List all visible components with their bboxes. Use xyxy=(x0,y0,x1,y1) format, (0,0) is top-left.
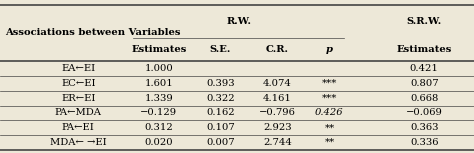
Text: R.W.: R.W. xyxy=(227,17,252,26)
Text: 0.162: 0.162 xyxy=(206,108,235,118)
Text: Estimates: Estimates xyxy=(131,45,186,54)
Text: Estimates: Estimates xyxy=(397,45,452,54)
Text: EA←EI: EA←EI xyxy=(61,64,95,73)
Text: 0.107: 0.107 xyxy=(206,123,235,132)
Text: 0.363: 0.363 xyxy=(410,123,438,132)
Text: Associations between Variables: Associations between Variables xyxy=(5,28,180,37)
Text: 0.668: 0.668 xyxy=(410,94,438,103)
Text: EC←EI: EC←EI xyxy=(61,79,95,88)
Text: **: ** xyxy=(324,138,335,147)
Text: 1.601: 1.601 xyxy=(145,79,173,88)
Text: ***: *** xyxy=(322,94,337,103)
Text: −0.796: −0.796 xyxy=(259,108,296,118)
Text: 0.336: 0.336 xyxy=(410,138,438,147)
Text: S.E.: S.E. xyxy=(210,45,231,54)
Text: 0.322: 0.322 xyxy=(206,94,235,103)
Text: p: p xyxy=(326,45,333,54)
Text: 0.426: 0.426 xyxy=(315,108,344,118)
Text: 4.074: 4.074 xyxy=(263,79,292,88)
Text: PA←MDA: PA←MDA xyxy=(55,108,102,118)
Text: 1.000: 1.000 xyxy=(145,64,173,73)
Text: −0.069: −0.069 xyxy=(406,108,443,118)
Text: **: ** xyxy=(324,123,335,132)
Text: 0.807: 0.807 xyxy=(410,79,438,88)
Text: 0.020: 0.020 xyxy=(145,138,173,147)
Text: 0.007: 0.007 xyxy=(206,138,235,147)
Text: ***: *** xyxy=(322,79,337,88)
Text: 4.161: 4.161 xyxy=(263,94,292,103)
Text: 1.339: 1.339 xyxy=(145,94,173,103)
Text: −0.129: −0.129 xyxy=(140,108,177,118)
Text: 0.312: 0.312 xyxy=(145,123,173,132)
Text: MDA← →EI: MDA← →EI xyxy=(50,138,107,147)
Text: C.R.: C.R. xyxy=(266,45,289,54)
Text: S.R.W.: S.R.W. xyxy=(407,17,442,26)
Text: 0.421: 0.421 xyxy=(410,64,438,73)
Text: 0.393: 0.393 xyxy=(206,79,235,88)
Text: 2.744: 2.744 xyxy=(263,138,292,147)
Text: PA←EI: PA←EI xyxy=(62,123,95,132)
Text: ER←EI: ER←EI xyxy=(61,94,95,103)
Text: 2.923: 2.923 xyxy=(263,123,292,132)
